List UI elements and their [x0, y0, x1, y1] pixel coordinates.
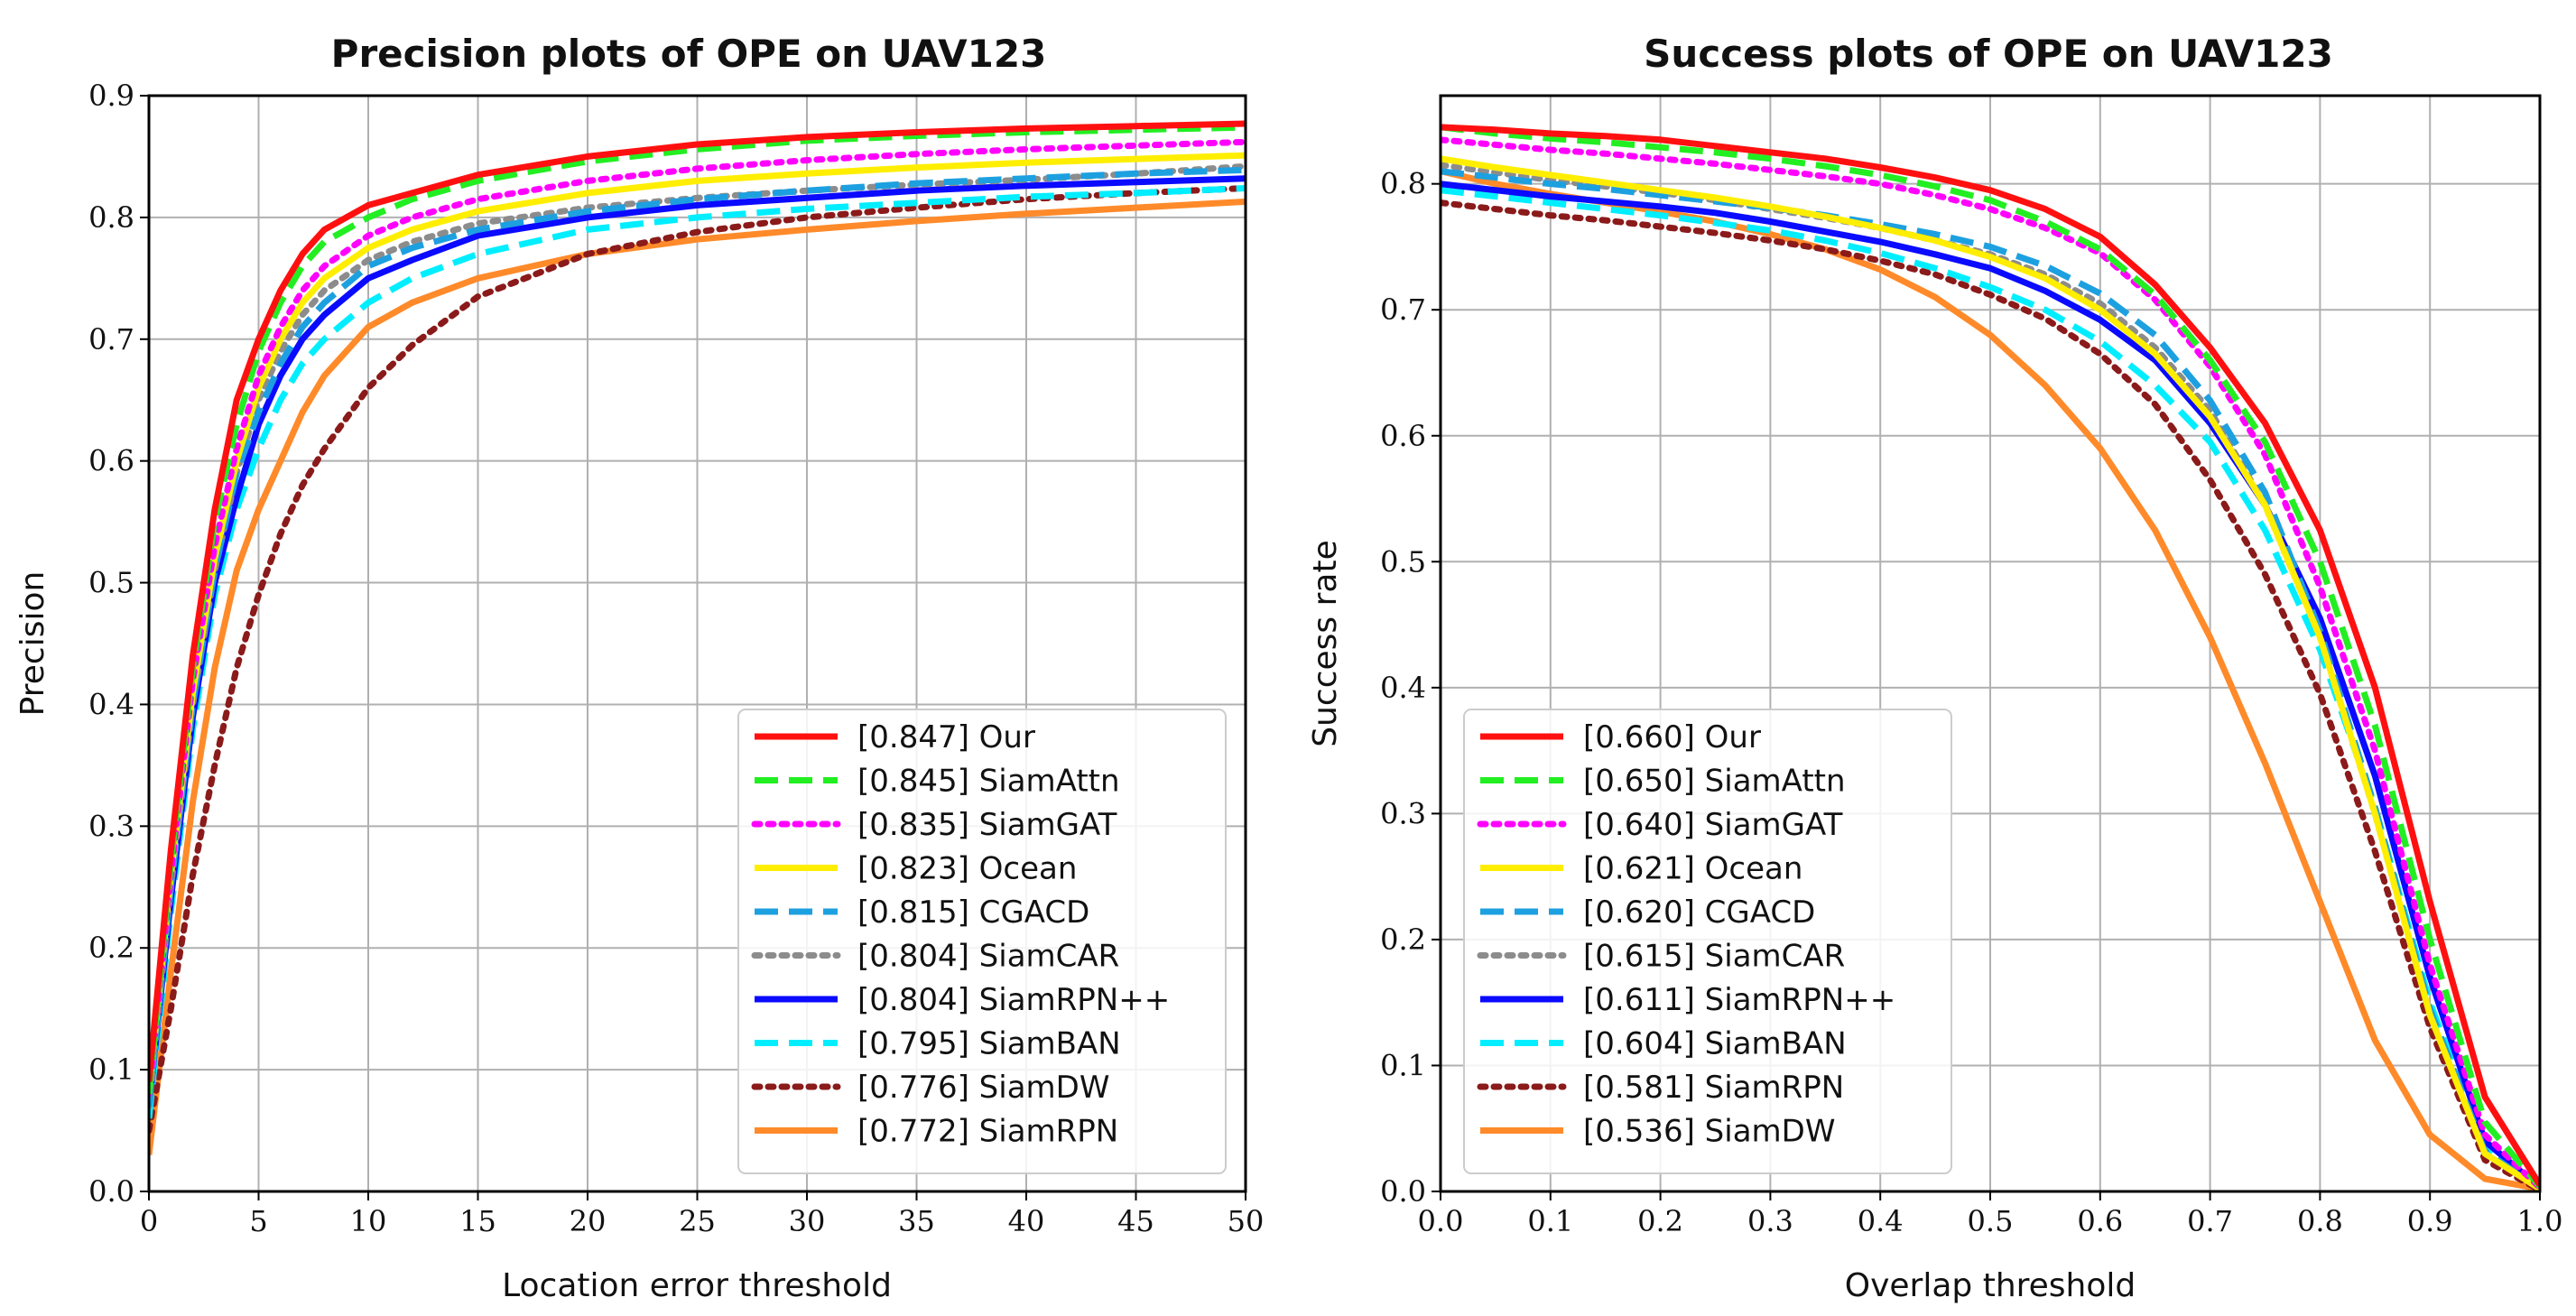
- legend-label: [0.845] SiamAttn: [857, 764, 1120, 800]
- y-tick-label: 0.0: [88, 1174, 134, 1209]
- y-axis-label: Precision: [14, 571, 51, 717]
- x-tick-label: 0.1: [1527, 1204, 1573, 1238]
- legend-label: [0.660] Our: [1583, 719, 1761, 755]
- y-tick-label: 0.8: [88, 200, 134, 235]
- legend-label: [0.604] SiamBAN: [1583, 1026, 1847, 1062]
- legend: [0.847] Our [0.845] SiamAttn [0.835] SiamG…: [737, 709, 1227, 1174]
- y-tick-label: 0.5: [88, 566, 134, 600]
- legend-label: [0.620] CGACD: [1583, 894, 1815, 931]
- x-tick-label: 0.2: [1637, 1204, 1683, 1238]
- x-tick-label: 0.9: [2407, 1204, 2453, 1238]
- y-tick-label: 0.9: [88, 79, 134, 113]
- x-tick-label: 0: [140, 1204, 158, 1238]
- legend-label: [0.536] SiamDW: [1583, 1114, 1835, 1150]
- legend-label: [0.581] SiamRPN: [1583, 1070, 1844, 1106]
- series-line-siamrpn-: [1441, 181, 2540, 1191]
- legend-box: [737, 709, 1227, 1174]
- legend-label: [0.804] SiamRPN++: [857, 982, 1170, 1018]
- y-tick-label: 0.2: [1380, 922, 1426, 957]
- x-tick-label: 0.6: [2077, 1204, 2123, 1238]
- legend-label: [0.823] Ocean: [857, 851, 1077, 887]
- x-tick-label: 40: [1008, 1204, 1045, 1238]
- y-tick-label: 0.8: [1380, 167, 1426, 201]
- x-axis-label: Overlap threshold: [1845, 1267, 2136, 1304]
- x-tick-label: 0.0: [1418, 1204, 1464, 1238]
- x-tick-label: 1.0: [2517, 1204, 2563, 1238]
- y-tick-label: 0.4: [1380, 671, 1426, 705]
- legend: [0.660] Our [0.650] SiamAttn [0.640] SiamG…: [1463, 709, 1952, 1174]
- series-line-siamrpn: [1441, 199, 2540, 1191]
- x-tick-label: 30: [789, 1204, 826, 1238]
- series-line-siamattn: [1441, 124, 2540, 1189]
- y-axis-label: Success rate: [1307, 540, 1344, 746]
- x-tick-label: 20: [570, 1204, 607, 1238]
- series-line-siamrpn: [149, 198, 1246, 1155]
- x-axis-label: Location error threshold: [502, 1267, 892, 1304]
- y-tick-label: 0.1: [88, 1052, 134, 1087]
- series-line-our: [149, 120, 1246, 1082]
- y-tick-label: 0.4: [88, 687, 134, 721]
- legend-label: [0.815] CGACD: [857, 894, 1089, 931]
- success-chart-panel: Success plots of OPE on UAV123 0.0 0.1 0.2…: [1307, 32, 2562, 1304]
- legend-label: [0.650] SiamAttn: [1583, 764, 1846, 800]
- legend-label: [0.795] SiamBAN: [857, 1026, 1121, 1062]
- y-tick-label: 0.7: [1380, 292, 1426, 327]
- y-tick-label: 0.3: [88, 809, 134, 843]
- legend-label: [0.621] Ocean: [1583, 851, 1802, 887]
- y-tick-label: 0.6: [88, 444, 134, 478]
- legend-box: [1463, 709, 1952, 1174]
- x-tick-label: 35: [898, 1204, 935, 1238]
- legend-label: [0.611] SiamRPN++: [1583, 982, 1895, 1018]
- legend-label: [0.640] SiamGAT: [1583, 807, 1843, 843]
- series-line-our: [1441, 124, 2540, 1187]
- legend-label: [0.776] SiamDW: [857, 1070, 1109, 1106]
- y-tick-label: 0.1: [1380, 1048, 1426, 1082]
- x-tick-label: 25: [679, 1204, 716, 1238]
- x-tick-label: 0.5: [1968, 1204, 2014, 1238]
- legend-label: [0.615] SiamCAR: [1583, 939, 1845, 975]
- series-line-siamdw: [149, 185, 1246, 1135]
- legend-label: [0.772] SiamRPN: [857, 1114, 1118, 1150]
- y-tick-label: 0.2: [88, 931, 134, 965]
- series-line-siamgat: [149, 138, 1246, 1098]
- precision-chart-panel: Precision plots of OPE on UAV123 0 5 10 15 2…: [14, 32, 1264, 1304]
- y-tick-label: 0.6: [1380, 419, 1426, 453]
- legend-label: [0.835] SiamGAT: [857, 807, 1117, 843]
- chart-title: Precision plots of OPE on UAV123: [331, 32, 1047, 76]
- chart-title: Success plots of OPE on UAV123: [1644, 32, 2333, 76]
- series-line-siamattn: [149, 124, 1246, 1095]
- x-tick-label: 50: [1228, 1204, 1265, 1238]
- y-tick-label: 0.7: [88, 322, 134, 357]
- y-tick-label: 0.0: [1380, 1174, 1426, 1209]
- x-tick-label: 45: [1117, 1204, 1154, 1238]
- x-tick-label: 0.8: [2297, 1204, 2343, 1238]
- x-tick-label: 0.3: [1747, 1204, 1793, 1238]
- legend-label: [0.804] SiamCAR: [857, 939, 1119, 975]
- series-line-siamgat: [1441, 136, 2540, 1191]
- series-line-cgacd: [149, 166, 1246, 1107]
- y-tick-label: 0.5: [1380, 544, 1426, 579]
- series-line-ocean: [1441, 155, 2540, 1191]
- x-tick-label: 0.7: [2187, 1204, 2233, 1238]
- x-tick-label: 5: [249, 1204, 267, 1238]
- x-tick-label: 0.4: [1858, 1204, 1904, 1238]
- legend-label: [0.847] Our: [857, 719, 1035, 755]
- y-tick-label: 0.3: [1380, 796, 1426, 830]
- x-tick-label: 15: [459, 1204, 496, 1238]
- x-tick-label: 10: [350, 1204, 387, 1238]
